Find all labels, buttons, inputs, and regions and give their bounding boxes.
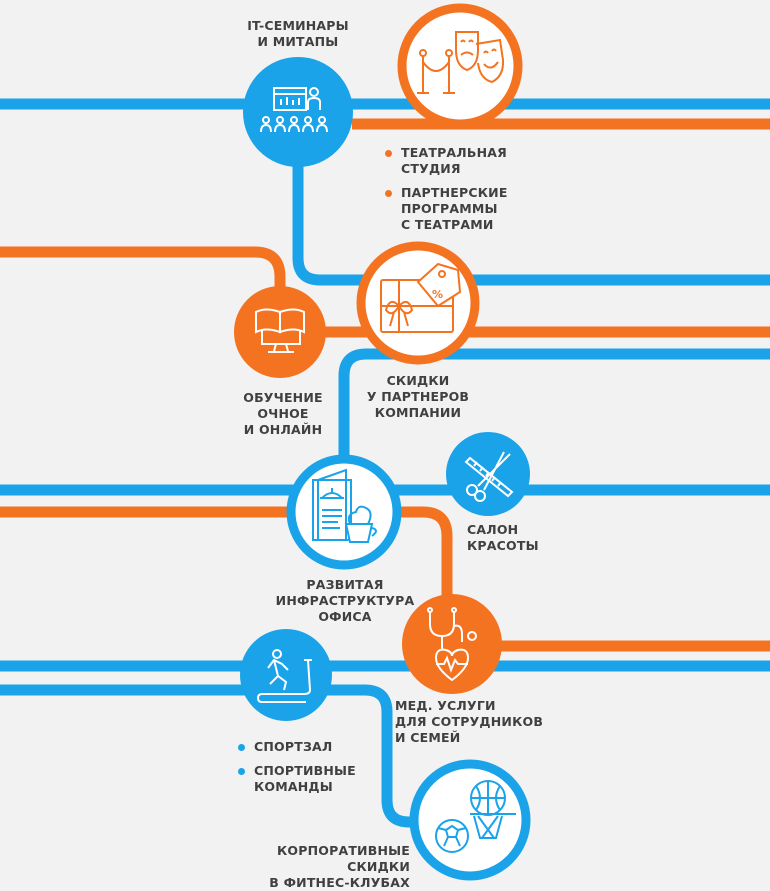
stethoscope-heart-icon (427, 607, 477, 682)
label-medical: МЕД. УСЛУГИ ДЛЯ СОТРУДНИКОВ И СЕМЕЙ (395, 698, 544, 745)
station-theatre (397, 3, 523, 129)
list-theatre: ТЕАТРАЛЬНАЯ СТУДИЯ ПАРТНЕРСКИЕ ПРОГРАММЫ… (385, 145, 508, 241)
blue-line-it-to-discounts (292, 150, 770, 286)
label-beauty-salon: САЛОН КРАСОТЫ (467, 522, 539, 553)
list-item: ПАРТНЕРСКИЕ ПРОГРАММЫ С ТЕАТРАМИ (385, 185, 508, 233)
label-education: ОБУЧЕНИЕ ОЧНОЕ И ОНЛАЙН (243, 390, 323, 437)
label-office: РАЗВИТАЯ ИНФРАСТРУКТУРА ОФИСА (275, 577, 415, 624)
presentation-audience-icon (260, 87, 328, 133)
station-it-seminars (243, 57, 353, 167)
gift-card-icon: % (380, 262, 462, 333)
orange-line-office-to-medical (0, 506, 453, 620)
bullet-dot (238, 744, 245, 751)
orange-line-education-feed (0, 246, 286, 300)
station-fitness (409, 759, 531, 881)
scissors-comb-icon (464, 451, 514, 502)
list-gym: СПОРТЗАЛ СПОРТИВНЫЕ КОМАНДЫ (238, 739, 356, 803)
blue-line-discounts-to-office (338, 348, 770, 470)
list-item: СПОРТИВНЫЕ КОМАНДЫ (238, 763, 356, 795)
svg-text:%: % (432, 288, 443, 301)
balls-basketball-hoop-icon (435, 780, 516, 853)
label-it-seminars: IT-СЕМИНАРЫ И МИТАПЫ (247, 18, 349, 49)
book-monitor-icon (255, 308, 305, 353)
station-education (234, 286, 326, 378)
treadmill-runner-icon (256, 649, 312, 703)
station-office (286, 454, 402, 570)
label-discounts: СКИДКИ У ПАРТНЕРОВ КОМПАНИИ (366, 373, 470, 420)
station-discounts: % (356, 241, 480, 365)
bullet-dot (385, 190, 392, 197)
theatre-masks-icon (417, 31, 505, 94)
bullet-dot (385, 150, 392, 157)
station-beauty-salon (446, 432, 530, 516)
station-gym (240, 629, 332, 721)
blue-line-gym-to-fitness (0, 684, 420, 828)
bullet-dot (238, 768, 245, 775)
list-item: СПОРТЗАЛ (238, 739, 356, 755)
label-fitness: КОРПОРАТИВНЫЕ СКИДКИ В ФИТНЕС-КЛУБАХ (269, 843, 410, 890)
station-medical (402, 594, 502, 694)
list-item: ТЕАТРАЛЬНАЯ СТУДИЯ (385, 145, 508, 177)
menu-coffee-icon (312, 468, 377, 543)
